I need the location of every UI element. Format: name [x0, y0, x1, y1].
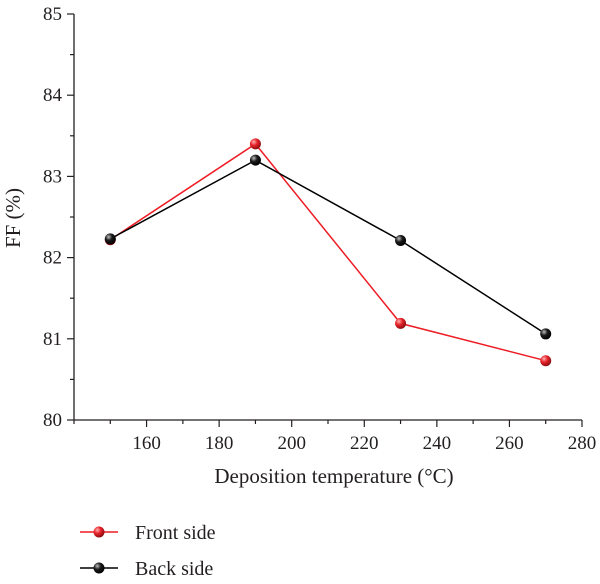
y-tick-label: 81 [43, 329, 62, 350]
y-axis-ticks: 80 81 82 83 84 85 [43, 4, 74, 431]
data-point-front-side [540, 355, 552, 367]
x-tick-label: 160 [132, 433, 161, 454]
legend: Front side Back side [80, 522, 216, 580]
data-point-back-side [395, 235, 407, 247]
data-point-back-side [104, 233, 116, 245]
legend-marker-front-side [93, 526, 105, 538]
y-tick-label: 84 [43, 85, 63, 106]
x-tick-label: 280 [568, 433, 597, 454]
x-axis-title: Deposition temperature (°C) [214, 464, 453, 488]
x-tick-label: 260 [495, 433, 524, 454]
data-point-front-side [249, 138, 261, 150]
x-tick-label: 240 [423, 433, 452, 454]
y-tick-label: 85 [43, 4, 62, 25]
x-tick-label: 180 [205, 433, 234, 454]
legend-label-back-side: Back side [135, 558, 213, 580]
legend-item-front-side: Front side [80, 522, 216, 544]
x-tick-label: 220 [350, 433, 379, 454]
legend-marker-back-side [93, 562, 105, 574]
legend-label-front-side: Front side [135, 522, 216, 544]
x-axis-ticks: 160 180 200 220 240 260 280 [73, 420, 597, 454]
y-tick-label: 80 [43, 410, 62, 431]
series-line-back-side [109, 159, 547, 335]
data-point-front-side [395, 317, 407, 329]
series-group [104, 138, 552, 367]
y-tick-label: 83 [43, 166, 62, 187]
data-point-back-side [540, 328, 552, 340]
y-tick-label: 82 [43, 248, 62, 269]
y-axis-title: FF (%) [1, 188, 25, 248]
data-point-back-side [249, 154, 261, 166]
series-line-front-side [109, 142, 546, 362]
legend-item-back-side: Back side [80, 558, 213, 580]
x-tick-label: 200 [277, 433, 306, 454]
